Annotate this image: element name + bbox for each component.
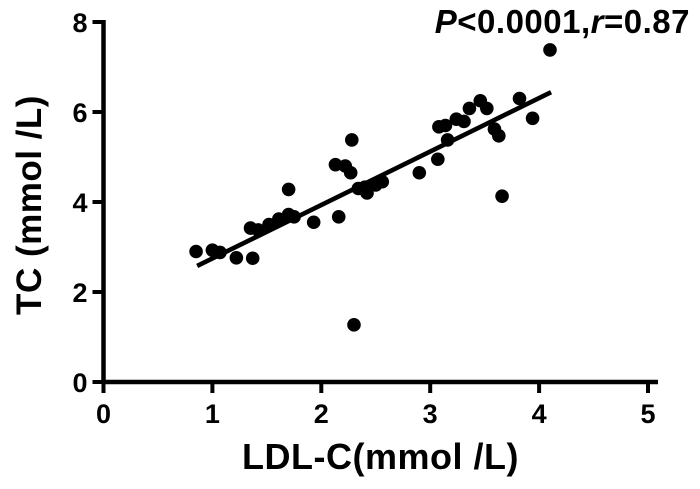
data-point (438, 118, 453, 133)
stats-annotation: P<0.0001,r=0.87 (435, 3, 690, 41)
data-point (287, 210, 301, 224)
data-point (213, 245, 227, 260)
data-point (412, 165, 427, 180)
x-tick-label: 0 (96, 399, 111, 429)
y-tick-label: 8 (72, 8, 87, 38)
y-axis-title: TC (mmol /L) (10, 95, 49, 315)
x-axis-title: LDL-C(mmol /L) (242, 436, 519, 477)
data-point (480, 101, 494, 116)
r-label: r (590, 3, 604, 40)
data-point (189, 244, 203, 259)
data-point (462, 101, 477, 116)
y-tick-label: 0 (72, 368, 87, 398)
data-point (306, 215, 321, 230)
data-point (512, 91, 527, 106)
x-tick-label: 2 (314, 399, 329, 429)
y-tick-label: 4 (72, 188, 87, 218)
data-point (344, 133, 359, 147)
data-point (281, 182, 296, 197)
x-tick-label: 5 (640, 399, 655, 429)
p-label: P (434, 3, 458, 40)
data-point (375, 174, 390, 189)
data-point (343, 165, 358, 180)
data-point (543, 43, 557, 57)
y-tick-label: 2 (72, 278, 87, 308)
r-value: =0.87 (604, 3, 690, 40)
data-point (360, 186, 374, 200)
data-point (251, 223, 265, 237)
data-point (347, 318, 361, 332)
data-point (457, 114, 471, 129)
data-point (525, 111, 540, 126)
data-point (331, 210, 346, 224)
p-value: <0.0001, (457, 3, 591, 40)
x-tick-label: 3 (423, 399, 438, 429)
y-tick-label: 6 (72, 98, 87, 128)
data-point (440, 133, 455, 147)
x-tick-label: 4 (532, 399, 547, 429)
data-point (495, 189, 509, 203)
data-point (431, 152, 445, 167)
x-tick-label: 1 (205, 399, 220, 429)
data-point (245, 251, 260, 266)
data-point (492, 129, 506, 143)
data-point (229, 250, 244, 265)
